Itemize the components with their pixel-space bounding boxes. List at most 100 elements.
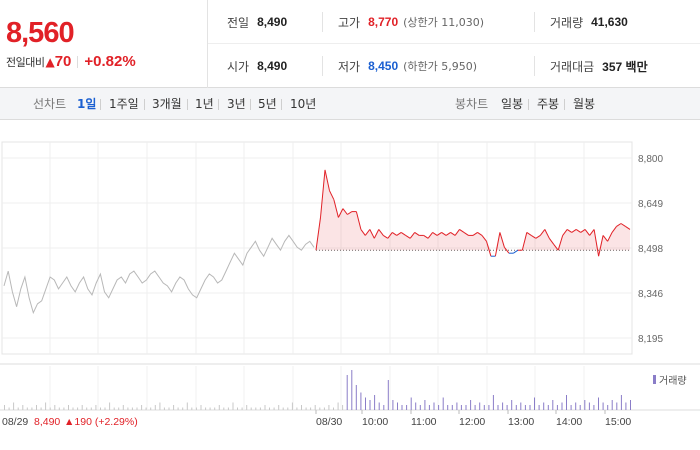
volume-bar: [250, 407, 252, 410]
today-line-segment: [364, 229, 371, 236]
today-line-segment: [387, 232, 393, 239]
volume-bar: [611, 400, 613, 410]
tab-3-years[interactable]: 3년: [227, 97, 246, 111]
y-tick-label: 8,649: [638, 199, 663, 210]
today-line-segment: [535, 234, 541, 239]
tab-3-months[interactable]: 3개월: [152, 97, 182, 111]
volume-bar: [543, 402, 545, 410]
volume-bar: [136, 407, 138, 410]
volume-bar: [319, 407, 321, 410]
tab-divider: [250, 99, 251, 110]
volume-bar: [49, 407, 51, 410]
volume-bar: [40, 407, 42, 410]
volume-bar: [191, 407, 193, 410]
today-line-segment: [396, 231, 402, 236]
volume-legend: 거래량: [653, 372, 687, 387]
volume-bar: [456, 402, 458, 410]
volume-bar: [54, 405, 56, 410]
today-line-segment: [521, 232, 528, 251]
today-line-segment: [562, 229, 568, 236]
tab-divider: [528, 99, 529, 110]
x-tick-label: 10:00: [362, 416, 388, 428]
today-line-segment: [589, 229, 595, 236]
today-line-segment: [432, 231, 438, 236]
volume-bar: [547, 405, 549, 410]
tab-10-years[interactable]: 10년: [290, 97, 317, 111]
volume-bar: [483, 405, 485, 410]
volume-bar: [95, 405, 97, 410]
today-line-segment: [414, 231, 420, 236]
volume-bar: [351, 370, 353, 410]
today-line-segment: [459, 228, 465, 233]
today-line-segment: [526, 231, 532, 236]
change-row: 전일대비 ▲ 70 +0.82%: [6, 53, 136, 70]
tab-daily-candle[interactable]: 일봉: [501, 97, 524, 111]
prev-day-date: 08/29: [2, 416, 28, 428]
volume-bar: [566, 395, 567, 410]
x-tick-label: 11:00: [411, 416, 437, 428]
volume-bar: [397, 402, 398, 410]
volume-bar: [273, 407, 275, 410]
today-line-segment: [347, 211, 353, 215]
divider: [322, 56, 323, 76]
lower-limit: (하한가 5,950): [403, 60, 478, 73]
tab-divider: [100, 99, 101, 110]
today-line-segment: [423, 234, 429, 239]
today-line-segment: [373, 229, 380, 239]
stats-row-1: 전일 8,490 고가 8,770 (상한가 11,030) 거래량 41,63…: [208, 0, 700, 44]
today-line-segment: [481, 235, 487, 242]
volume-bar: [310, 407, 312, 410]
chart-svg: 8,800 8,649 8,498 8,346 8,195 08/30 10:00 11:00…: [0, 141, 700, 428]
stats-row-2: 시가 8,490 저가 8,450 (하한가 5,950) 거래대금 357 백…: [208, 44, 700, 88]
today-line-segment: [320, 169, 326, 218]
volume-bar: [141, 405, 143, 410]
change-label: 전일대비: [6, 55, 45, 69]
quote-header: 8,560 전일대비 ▲ 70 +0.82% 전일 8,490 고가 8,770…: [0, 0, 700, 88]
volume-bar: [195, 407, 197, 410]
tab-1-week[interactable]: 1주일: [109, 97, 139, 111]
today-line-segment: [575, 228, 581, 233]
volume-bar: [282, 407, 284, 410]
volume-bar: [630, 400, 631, 410]
tab-divider: [144, 99, 145, 110]
tab-monthly-candle[interactable]: 월봉: [573, 97, 596, 111]
volume-bar: [26, 407, 28, 410]
today-line-segment: [436, 231, 442, 236]
volume-bar: [570, 405, 572, 410]
volume-bar: [168, 407, 170, 410]
volume-bar: [109, 402, 111, 410]
volume-bar: [159, 402, 161, 410]
today-line-segment: [333, 199, 339, 218]
up-triangle-icon: ▲: [45, 54, 55, 69]
high-label: 고가: [338, 15, 361, 30]
volume-bar: [374, 395, 376, 410]
tab-1-day[interactable]: 1일: [77, 97, 97, 111]
volume-bar: [173, 405, 175, 410]
volume-bar: [598, 397, 599, 410]
volume-bar: [529, 405, 531, 410]
tab-1-year[interactable]: 1년: [195, 97, 214, 111]
volume-bar: [620, 395, 622, 410]
volume-bar: [237, 407, 238, 410]
amount-label: 거래대금: [550, 59, 595, 74]
divider: [534, 12, 535, 32]
volume-bar: [232, 402, 234, 410]
volume-bar: [470, 400, 472, 410]
today-line-segment: [620, 223, 626, 227]
volume-bar: [506, 405, 508, 410]
volume-legend-swatch: [653, 375, 656, 384]
today-line-segment: [329, 190, 335, 200]
today-line-segment: [463, 231, 469, 236]
volume-bar: [328, 405, 330, 410]
volume-bar: [588, 402, 590, 410]
volume-bar: [45, 402, 47, 410]
volume-bar: [4, 405, 5, 410]
today-line-segment: [625, 225, 631, 230]
tab-5-years[interactable]: 5년: [258, 97, 277, 111]
volume-bar: [602, 402, 604, 410]
today-line-segment: [566, 228, 572, 233]
volume-bar: [337, 402, 339, 410]
volume-bar: [502, 402, 504, 410]
today-line-segment: [472, 231, 478, 236]
tab-weekly-candle[interactable]: 주봉: [537, 97, 560, 111]
